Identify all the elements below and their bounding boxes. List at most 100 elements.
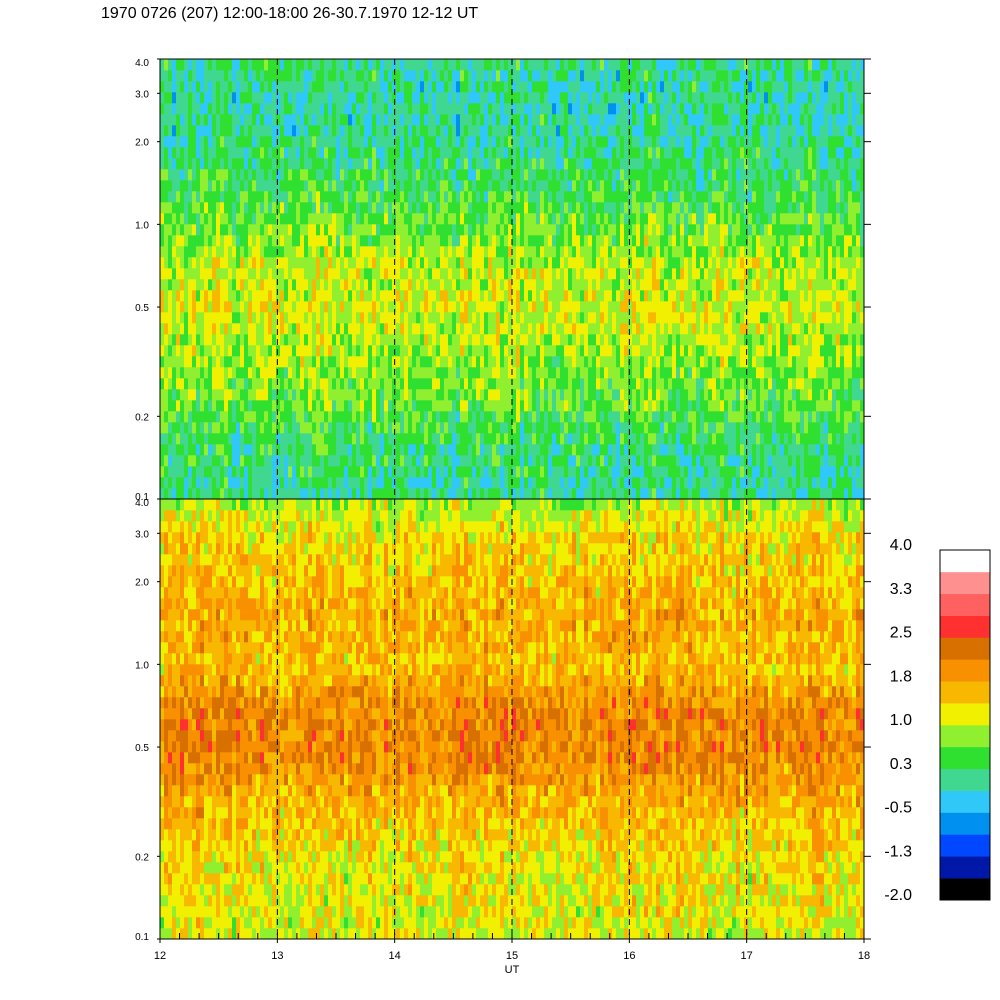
spectrogram-cell	[372, 136, 377, 148]
spectrogram-cell	[348, 257, 353, 269]
spectrogram-cell	[344, 367, 349, 379]
spectrogram-cell	[308, 169, 313, 181]
spectrogram-cell	[264, 477, 269, 489]
spectrogram-cell	[372, 202, 377, 214]
spectrogram-cell	[640, 257, 645, 269]
spectrogram-cell	[244, 367, 249, 379]
spectrogram-cell	[508, 477, 513, 489]
spectrogram-cell	[648, 279, 653, 291]
spectrogram-cell	[344, 389, 349, 401]
spectrogram-cell	[260, 92, 265, 104]
spectrogram-cell	[460, 103, 465, 115]
spectrogram-cell	[456, 136, 461, 148]
spectrogram-cell	[580, 488, 585, 500]
spectrogram-cell	[260, 334, 265, 346]
spectrogram-cell	[320, 422, 325, 434]
spectrogram-cell	[236, 103, 241, 115]
spectrogram-cell	[212, 81, 217, 93]
spectrogram-cell	[320, 290, 325, 302]
spectrogram-cell	[476, 477, 481, 489]
spectrogram-cell	[524, 488, 529, 500]
spectrogram-cell	[272, 59, 277, 71]
spectrogram-cell	[528, 389, 533, 401]
spectrogram-cell	[508, 180, 513, 192]
spectrogram-cell	[396, 389, 401, 401]
spectrogram-cell	[288, 345, 293, 357]
spectrogram-cell	[168, 488, 173, 500]
spectrogram-cell	[384, 224, 389, 236]
spectrogram-cell	[260, 136, 265, 148]
spectrogram-cell	[508, 158, 513, 170]
spectrogram-cell	[260, 59, 265, 71]
spectrogram-cell	[420, 477, 425, 489]
spectrogram-cell	[380, 466, 385, 478]
spectrogram-cell	[592, 81, 597, 93]
spectrogram-cell	[256, 92, 261, 104]
spectrogram-cell	[628, 455, 633, 467]
spectrogram-cell	[280, 125, 285, 137]
spectrogram-cell	[236, 312, 241, 324]
spectrogram-cell	[456, 103, 461, 115]
spectrogram-cell	[296, 180, 301, 192]
spectrogram-cell	[288, 59, 293, 71]
spectrogram-cell	[548, 455, 553, 467]
spectrogram-cell	[400, 224, 405, 236]
spectrogram-cell	[556, 389, 561, 401]
spectrogram-cell	[488, 114, 493, 126]
spectrogram-cell	[448, 268, 453, 280]
spectrogram-cell	[444, 158, 449, 170]
spectrogram-cell	[220, 180, 225, 192]
spectrogram-cell	[592, 345, 597, 357]
spectrogram-cell	[548, 114, 553, 126]
spectrogram-cell	[392, 191, 397, 203]
spectrogram-cell	[636, 213, 641, 225]
spectrogram-cell	[620, 114, 625, 126]
spectrogram-cell	[232, 268, 237, 280]
spectrogram-cell	[472, 477, 477, 489]
spectrogram-cell	[460, 268, 465, 280]
spectrogram-cell	[468, 433, 473, 445]
spectrogram-cell	[440, 411, 445, 423]
spectrogram-cell	[640, 81, 645, 93]
spectrogram-cell	[324, 147, 329, 159]
spectrogram-cell	[608, 433, 613, 445]
spectrogram-cell	[440, 488, 445, 500]
spectrogram-cell	[620, 290, 625, 302]
spectrogram-cell	[288, 268, 293, 280]
spectrogram-cell	[340, 213, 345, 225]
spectrogram-cell	[452, 114, 457, 126]
spectrogram-cell	[480, 81, 485, 93]
spectrogram-cell	[380, 323, 385, 335]
spectrogram-cell	[352, 191, 357, 203]
spectrogram-cell	[184, 477, 189, 489]
spectrogram-cell	[244, 323, 249, 335]
spectrogram-cell	[440, 345, 445, 357]
spectrogram-cell	[352, 356, 357, 368]
spectrogram-cell	[468, 224, 473, 236]
spectrogram-cell	[636, 356, 641, 368]
spectrogram-cell	[416, 235, 421, 247]
spectrogram-cell	[272, 444, 277, 456]
spectrogram-cell	[600, 191, 605, 203]
spectrogram-cell	[300, 125, 305, 137]
spectrogram-cell	[352, 400, 357, 412]
spectrogram-cell	[364, 114, 369, 126]
spectrogram-cell	[596, 290, 601, 302]
spectrogram-cell	[272, 103, 277, 115]
spectrogram-cell	[468, 169, 473, 181]
spectrogram-cell	[300, 422, 305, 434]
spectrogram-cell	[472, 169, 477, 181]
spectrogram-cell	[200, 125, 205, 137]
spectrogram-cell	[592, 477, 597, 489]
spectrogram-cell	[228, 356, 233, 368]
spectrogram-cell	[388, 125, 393, 137]
spectrogram-cell	[652, 334, 657, 346]
spectrogram-cell	[652, 92, 657, 104]
spectrogram-cell	[596, 477, 601, 489]
spectrogram-cell	[412, 81, 417, 93]
spectrogram-cell	[172, 477, 177, 489]
spectrogram-cell	[628, 136, 633, 148]
spectrogram-cell	[556, 81, 561, 93]
spectrogram-cell	[400, 103, 405, 115]
spectrogram-cell	[388, 367, 393, 379]
